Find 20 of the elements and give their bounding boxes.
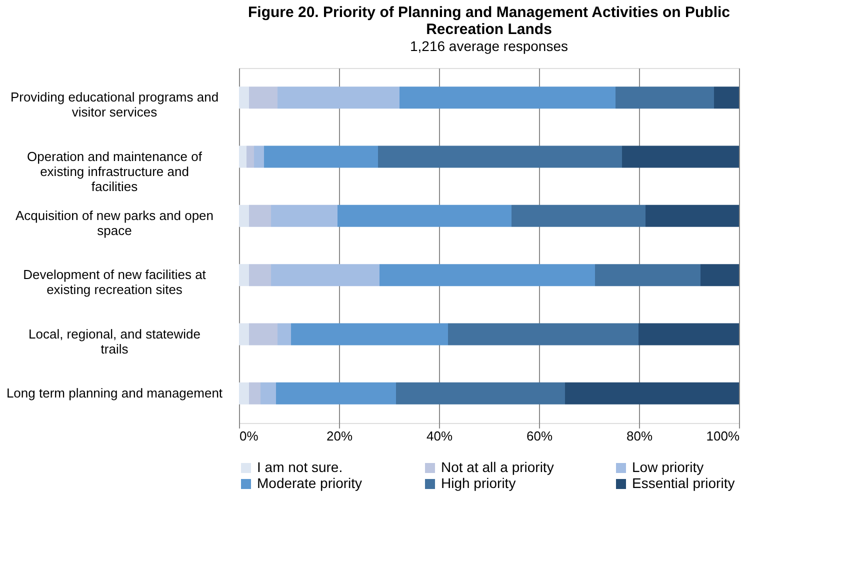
legend-label: Low priority <box>632 459 704 475</box>
legend-label: I am not sure. <box>257 459 343 475</box>
legend-label: High priority <box>441 475 516 491</box>
y-tick-label: Long term planning and management <box>6 385 223 400</box>
x-tick-label: 0% <box>240 428 259 444</box>
x-tick-label: 20% <box>326 428 353 444</box>
y-tick-label: Acquisition of new parks and open space <box>15 208 214 238</box>
y-tick-label: Local, regional, and statewide trails <box>28 326 201 356</box>
x-tick-label: 60% <box>526 428 553 444</box>
x-tick-label: 80% <box>626 428 653 444</box>
y-tick-label: Development of new facilities at existing recreation sites <box>23 267 206 298</box>
legend-label: Essential priority <box>632 475 735 491</box>
legend-label: Not at all a priority <box>441 459 554 475</box>
y-tick-label: Operation and maintenance of existing infrastructure and facilities <box>27 148 202 194</box>
x-tick-label: 40% <box>426 428 453 444</box>
chart-title: Figure 20. Priority of Planning and Management Activities on Public Recreation Lands <box>248 4 730 38</box>
legend-label: Moderate priority <box>257 475 362 491</box>
y-tick-label: Providing educational programs and visitor services <box>10 90 219 120</box>
chart-subtitle: 1,216 average responses <box>410 38 568 54</box>
x-tick-label: 100% <box>706 428 740 444</box>
